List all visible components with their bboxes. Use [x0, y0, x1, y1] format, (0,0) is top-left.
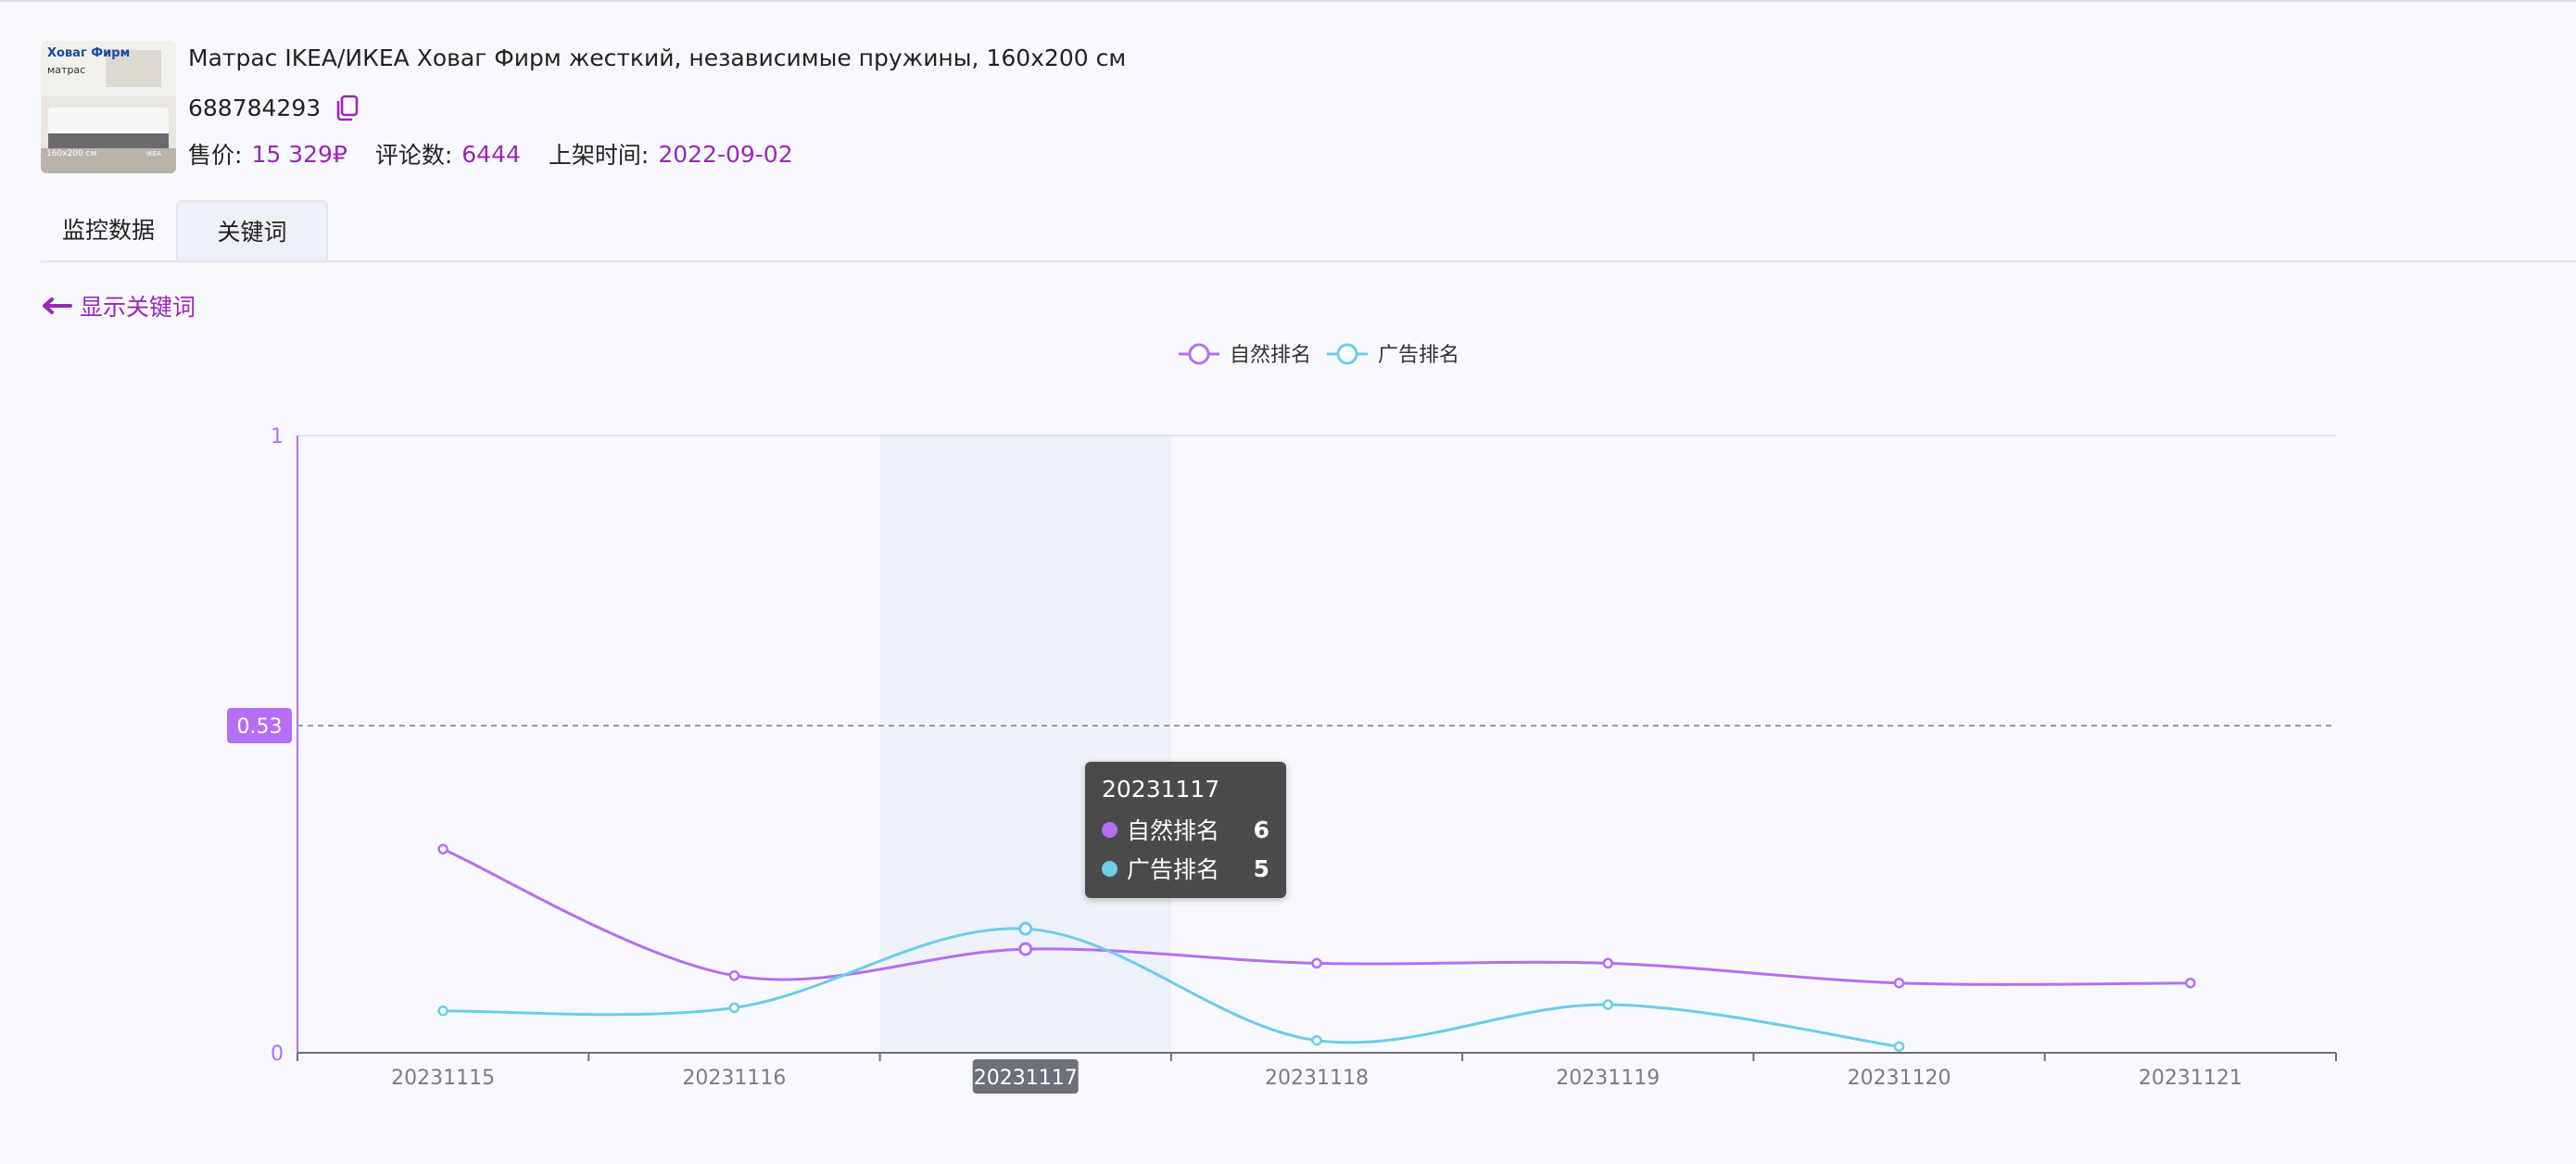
price-label: 售价: [188, 142, 243, 169]
data-point[interactable] [437, 1005, 448, 1017]
tab-keywords[interactable]: 关键词 [176, 200, 328, 260]
reviews-value: 6444 [461, 140, 521, 168]
tab-monitor-data[interactable]: 监控数据 [61, 217, 155, 244]
legend-label: 广告排名 [1378, 344, 1459, 367]
data-point[interactable] [1602, 999, 1614, 1010]
data-point[interactable] [1311, 957, 1322, 969]
data-point[interactable] [437, 843, 448, 854]
mark-line-label: 0.53 [237, 715, 283, 739]
mark-line-badge [227, 708, 292, 744]
legend-swatch-marker[interactable] [1188, 343, 1210, 365]
data-point[interactable] [1018, 942, 1033, 956]
thumbnail-badge-text: IKEA [146, 150, 161, 158]
x-tick-label: 20231115 [391, 1067, 495, 1090]
product-id-row: 688784293 [188, 91, 361, 124]
x-tick-label: 20231116 [682, 1067, 786, 1090]
show-keywords-label: 显示关键词 [80, 294, 196, 321]
tooltip-series-name: 自然排名 [1127, 817, 1220, 844]
data-point[interactable] [728, 970, 740, 981]
data-point[interactable] [1311, 1034, 1322, 1046]
listed-value: 2022-09-02 [658, 140, 793, 168]
data-point[interactable] [2185, 977, 2196, 989]
data-point[interactable] [1893, 977, 1905, 989]
legend-swatch-marker[interactable] [1336, 343, 1358, 365]
data-point[interactable] [728, 1002, 740, 1014]
tooltip-series-dot [1102, 821, 1118, 838]
tooltip-series-value: 5 [1253, 854, 1269, 882]
thumbnail-size-text: 160x200 см [46, 149, 97, 158]
thumbnail-brand-text: Ховаг Фирм [47, 46, 131, 60]
listed-label: 上架时间: [548, 142, 650, 169]
mattress-image [41, 41, 176, 173]
product-title: Матрас IKEA/ИКЕА Ховаг Фирм жесткий, нез… [188, 44, 1127, 71]
chart-tooltip: 20231117 自然排名 6 广告排名 5 [1085, 762, 1286, 898]
y-tick-label: 0 [271, 1043, 284, 1066]
tooltip-row: 自然排名 6 [1102, 810, 1269, 849]
tooltip-series-value: 6 [1253, 816, 1269, 843]
series-line [443, 927, 1900, 1048]
tooltip-row: 广告排名 5 [1102, 849, 1269, 888]
x-tick-label: 20231119 [1556, 1067, 1660, 1090]
show-keywords-link[interactable]: 显示关键词 [41, 287, 196, 324]
y-tick-label: 1 [271, 425, 284, 449]
x-tick-label: 20231117 [974, 1067, 1078, 1090]
legend-label: 自然排名 [1230, 344, 1311, 367]
data-point[interactable] [1018, 921, 1033, 936]
product-meta: 售价: 15 329₽ 评论数: 6444 上架时间: 2022-09-02 [188, 137, 821, 171]
reviews-label: 评论数: [374, 142, 453, 169]
x-tick-label: 20231120 [1848, 1067, 1951, 1090]
tab-bar: 监控数据 关键词 [41, 200, 2576, 262]
data-point[interactable] [1602, 957, 1614, 969]
tooltip-title: 20231117 [1102, 776, 1220, 803]
x-tick-label: 20231121 [2139, 1067, 2242, 1090]
price-value: 15 329₽ [251, 140, 347, 168]
data-point[interactable] [1893, 1041, 1905, 1053]
x-label-highlight-bg [972, 1059, 1079, 1094]
ranking-line-chart[interactable]: 0 1 0.53 20231115 20231116 20231117 20231118 20… [0, 315, 2576, 1140]
copy-icon[interactable] [334, 94, 361, 121]
top-border [0, 0, 2576, 2]
thumbnail-sub-text: матрас [47, 64, 86, 76]
product-thumbnail[interactable]: Ховаг Фирм матрас 160x200 см IKEA [41, 41, 176, 173]
product-id: 688784293 [188, 94, 322, 121]
tooltip-series-name: 广告排名 [1127, 856, 1220, 883]
x-tick-label: 20231118 [1265, 1067, 1369, 1090]
arrow-left-icon [43, 297, 72, 314]
tooltip-series-dot [1102, 860, 1118, 877]
